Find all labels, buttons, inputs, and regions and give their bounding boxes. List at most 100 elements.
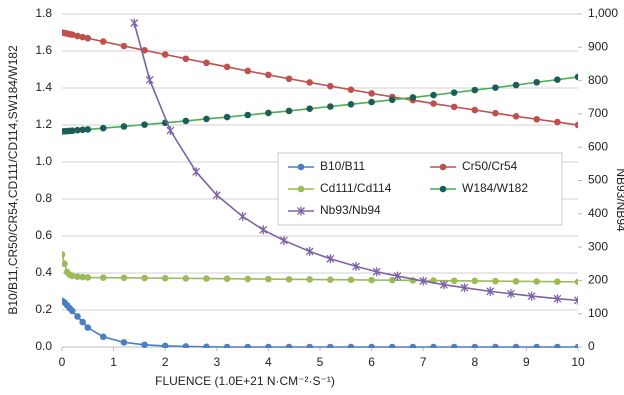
marker [574, 121, 578, 129]
marker [554, 118, 561, 126]
marker [368, 98, 375, 106]
marker [347, 343, 355, 348]
series-line [62, 254, 578, 283]
marker [506, 289, 515, 299]
x-tick-label: 7 [420, 355, 427, 369]
marker [69, 31, 76, 39]
marker [393, 271, 402, 281]
y2-tick-label: 900 [588, 39, 608, 53]
marker [430, 100, 437, 107]
marker [326, 254, 335, 264]
marker [166, 126, 175, 136]
marker [347, 86, 355, 93]
marker [471, 106, 479, 114]
marker [327, 276, 334, 283]
legend-label: Cr50/Cr54 [462, 159, 518, 173]
x-tick-label: 8 [471, 355, 478, 369]
marker [368, 90, 375, 97]
y2-tick-label: 1,000 [588, 6, 618, 20]
y-tick-label: 1.6 [35, 43, 52, 57]
y-tick-label: 1.8 [35, 6, 52, 20]
marker [265, 71, 272, 79]
marker [574, 73, 578, 81]
marker [120, 274, 128, 282]
x-tick-label: 6 [368, 355, 375, 369]
marker [533, 343, 541, 348]
marker [182, 117, 190, 125]
y2-tick-label: 800 [588, 73, 608, 87]
marker [84, 274, 92, 281]
marker [203, 59, 210, 67]
marker [450, 343, 458, 348]
marker [305, 246, 314, 256]
marker [120, 42, 128, 50]
marker [192, 167, 201, 177]
marker [347, 276, 355, 284]
marker [327, 343, 334, 348]
series-line [62, 300, 578, 348]
legend-label: B10/B11 [320, 159, 365, 173]
marker [285, 107, 293, 115]
marker [450, 277, 458, 285]
marker [161, 274, 169, 282]
y2-tick-label: 400 [588, 206, 608, 220]
marker [244, 275, 252, 283]
x-tick-label: 5 [317, 355, 324, 369]
marker [120, 339, 128, 346]
y-tick-label: 0.4 [35, 265, 52, 279]
y-tick-label: 0.8 [35, 191, 52, 205]
marker [492, 84, 499, 91]
marker [120, 123, 128, 130]
x-tick-label: 2 [162, 355, 169, 369]
marker [212, 190, 221, 200]
x-tick-label: 4 [265, 355, 272, 369]
marker [285, 343, 293, 348]
marker [182, 275, 190, 282]
plot-area [62, 18, 578, 348]
y2-tick-label: 300 [588, 239, 608, 253]
marker [99, 274, 107, 281]
marker [141, 121, 148, 128]
marker [223, 275, 231, 283]
y-axis-label: B10/B11,CR50/CR54,CD111/CD114,SW184/W182 [6, 45, 20, 315]
marker [223, 343, 231, 348]
x-tick-label: 3 [213, 355, 220, 369]
marker [527, 291, 536, 301]
legend: B10/B11 Cr50/Cr54 Cd111/Cd114 W184/W182 Nb93… [277, 152, 563, 226]
marker [554, 76, 561, 83]
marker [533, 78, 541, 86]
marker [512, 81, 520, 89]
marker [409, 343, 417, 348]
marker [439, 280, 448, 290]
marker [203, 115, 210, 123]
marker [79, 318, 86, 326]
marker [69, 307, 76, 315]
marker [79, 273, 86, 281]
y-tick-label: 1.0 [35, 154, 52, 168]
y-tick-label: 0.2 [35, 302, 52, 316]
marker [492, 277, 499, 285]
x-tick-label: 0 [59, 355, 66, 369]
marker [279, 235, 288, 245]
marker [265, 275, 272, 283]
x-tick-label: 10 [571, 355, 585, 369]
marker [79, 126, 86, 134]
marker [512, 343, 520, 348]
marker [553, 294, 562, 304]
legend-label: W184/W182 [462, 181, 528, 195]
marker [99, 38, 107, 45]
marker [130, 18, 139, 28]
marker [306, 79, 313, 86]
marker [161, 342, 169, 348]
marker [372, 267, 381, 277]
marker [460, 283, 469, 293]
legend-label: Cd111/Cd114 [320, 181, 392, 195]
x-tick-label: 9 [523, 355, 530, 369]
marker [388, 276, 396, 284]
series-line [62, 31, 578, 126]
marker [450, 103, 458, 111]
marker [182, 55, 190, 63]
marker [574, 343, 578, 348]
marker [471, 277, 479, 285]
